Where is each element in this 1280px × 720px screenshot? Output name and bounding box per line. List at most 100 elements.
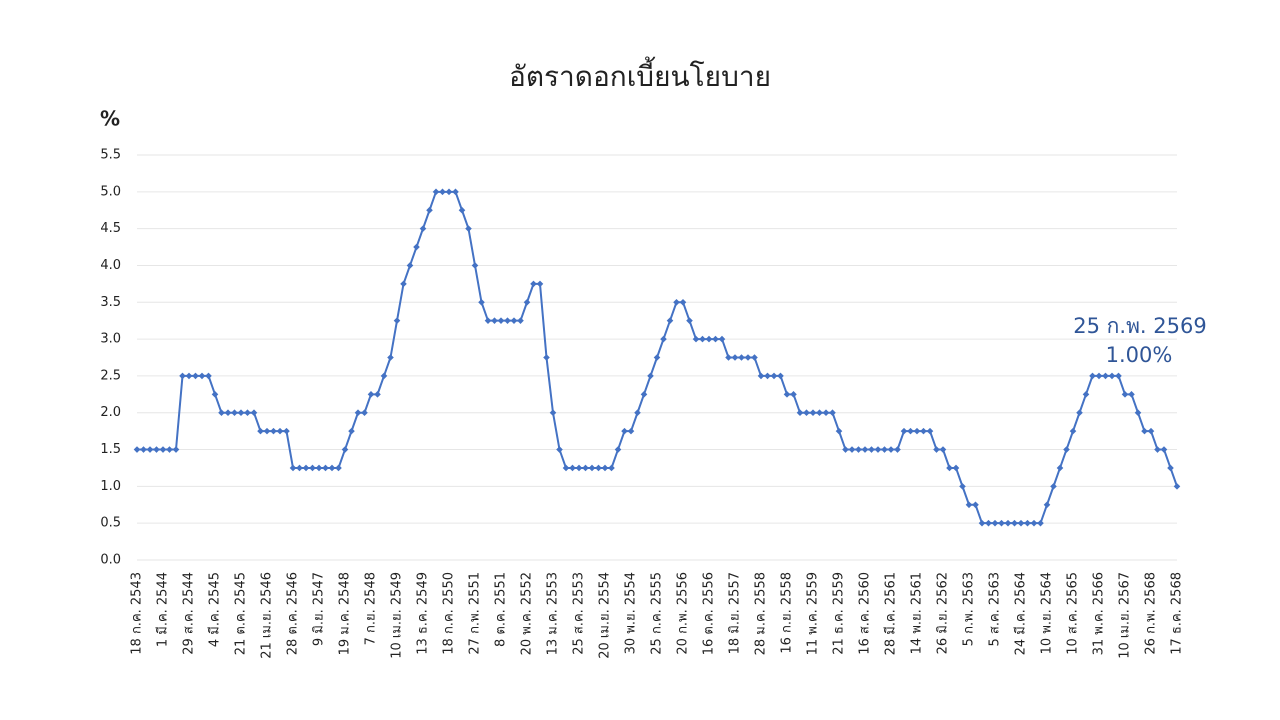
x-tick-label: 9 มิ.ย. 2547	[312, 572, 327, 646]
marker	[939, 446, 947, 453]
x-tick-label: 27 ก.พ. 2551	[468, 572, 483, 655]
marker	[244, 409, 251, 417]
marker	[562, 464, 570, 472]
marker	[621, 427, 628, 435]
marker	[861, 446, 869, 453]
x-tick-label: 30 พ.ย. 2554	[624, 572, 639, 654]
marker	[1011, 519, 1018, 527]
marker	[751, 354, 758, 361]
marker	[192, 372, 199, 380]
marker	[510, 317, 518, 324]
marker	[874, 446, 882, 453]
marker	[211, 391, 219, 398]
x-tick-label: 29 ส.ค. 2544	[182, 572, 197, 655]
marker	[1089, 372, 1096, 380]
marker	[640, 391, 648, 398]
marker	[1017, 519, 1025, 527]
x-tick-label: 21 เม.ย. 2546	[260, 572, 275, 659]
y-axis-label: %	[100, 107, 120, 131]
marker	[237, 409, 245, 417]
marker	[328, 464, 336, 472]
x-tick-label: 20 เม.ย. 2554	[598, 572, 613, 659]
marker	[998, 519, 1005, 527]
marker	[575, 464, 583, 472]
marker	[536, 280, 544, 288]
marker	[166, 446, 173, 453]
marker	[556, 446, 563, 453]
marker	[354, 409, 362, 417]
marker	[1063, 446, 1070, 453]
y-tick-label: 3.0	[100, 332, 121, 347]
marker	[393, 317, 401, 324]
y-tick-label: 1.0	[100, 479, 121, 494]
marker	[1102, 372, 1109, 380]
marker	[796, 409, 804, 417]
marker	[920, 427, 927, 435]
marker	[185, 372, 193, 380]
marker	[868, 446, 875, 453]
y-tick-label: 4.0	[100, 258, 121, 273]
marker	[978, 519, 986, 527]
marker	[458, 206, 466, 214]
y-tick-label: 5.5	[100, 148, 121, 163]
marker	[549, 409, 557, 417]
marker	[465, 225, 472, 232]
y-tick-label: 2.5	[100, 368, 121, 383]
marker	[309, 464, 316, 472]
marker	[1147, 427, 1155, 435]
marker	[224, 409, 232, 417]
marker	[926, 427, 934, 435]
marker	[634, 409, 641, 417]
marker	[699, 335, 706, 343]
marker	[1024, 519, 1031, 527]
marker	[159, 446, 167, 453]
marker	[666, 317, 674, 324]
marker	[686, 317, 693, 324]
marker	[809, 409, 817, 417]
marker	[419, 225, 427, 232]
x-tick-label: 5 ส.ค. 2563	[988, 572, 1003, 647]
marker	[588, 464, 596, 472]
marker	[913, 427, 921, 435]
x-tick-label: 18 มิ.ย. 2557	[728, 572, 743, 654]
x-tick-label: 24 มี.ค. 2564	[1013, 572, 1029, 655]
marker	[1069, 427, 1077, 435]
x-tick-label: 21 ธ.ค. 2559	[832, 572, 847, 655]
marker	[140, 446, 147, 453]
marker	[530, 280, 537, 288]
marker	[894, 446, 901, 453]
marker	[881, 446, 888, 453]
marker	[367, 391, 375, 398]
marker	[822, 409, 830, 417]
marker	[283, 427, 290, 435]
marker	[1108, 372, 1116, 380]
x-tick-label: 26 ก.พ. 2568	[1144, 572, 1159, 655]
marker	[673, 298, 680, 306]
marker	[1095, 372, 1103, 380]
marker	[296, 464, 303, 472]
x-tick-label: 19 ม.ค. 2548	[338, 572, 353, 655]
marker	[205, 372, 212, 380]
marker	[218, 409, 225, 417]
marker	[757, 372, 765, 380]
marker	[705, 335, 713, 343]
marker	[426, 206, 433, 214]
y-tick-label: 2.0	[100, 405, 121, 420]
marker	[731, 354, 739, 361]
marker	[842, 446, 849, 453]
marker	[770, 372, 778, 380]
marker	[543, 354, 550, 361]
marker	[270, 427, 277, 435]
marker	[302, 464, 310, 472]
marker	[952, 464, 960, 472]
marker	[179, 372, 186, 380]
marker	[1167, 464, 1174, 472]
marker	[133, 446, 141, 453]
marker	[380, 372, 388, 380]
marker	[972, 501, 979, 509]
y-tick-label: 5.0	[100, 184, 121, 199]
marker	[257, 427, 264, 435]
y-tick-label: 0.5	[100, 516, 121, 531]
x-tick-label: 17 ธ.ค. 2568	[1170, 572, 1185, 655]
marker	[153, 446, 160, 453]
